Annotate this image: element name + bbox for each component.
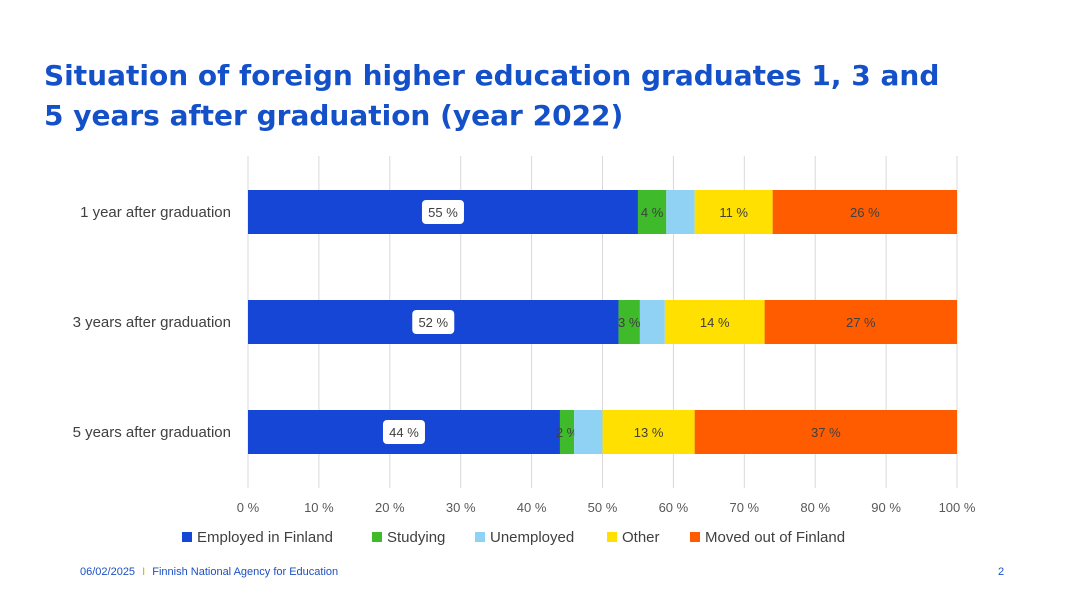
bar-segment bbox=[559, 410, 575, 454]
x-tick-label: 40 % bbox=[517, 500, 547, 515]
data-label: 52 % bbox=[418, 315, 448, 330]
x-tick-label: 90 % bbox=[871, 500, 901, 515]
slide-title: Situation of foreign higher education gr… bbox=[44, 59, 940, 132]
stacked-bar-chart: 0 % 10 % 20 % 30 % 40 % 50 % 60 % 70 % 80 % 90 % 1… bbox=[73, 156, 976, 546]
category-label: 1 year after graduation bbox=[80, 204, 231, 221]
data-label: 44 % bbox=[389, 425, 419, 440]
x-tick-label: 70 % bbox=[729, 500, 759, 515]
footer-date: 06/02/2025 bbox=[80, 566, 136, 578]
bar-segment bbox=[694, 410, 957, 454]
x-tick-label: 60 % bbox=[659, 500, 689, 515]
legend-label: Unemployed bbox=[490, 529, 574, 546]
legend-swatch bbox=[182, 532, 192, 542]
footer-separator: I bbox=[142, 566, 146, 578]
bar-segment bbox=[639, 300, 665, 344]
data-label-box bbox=[382, 420, 425, 444]
data-label: 37 % bbox=[811, 425, 841, 440]
bar-segment bbox=[772, 190, 957, 234]
x-tick-label: 80 % bbox=[800, 500, 830, 515]
bar-segment bbox=[602, 410, 695, 454]
bar-segment bbox=[694, 190, 773, 234]
data-label: 26 % bbox=[850, 205, 880, 220]
legend-label: Studying bbox=[387, 529, 445, 546]
x-tick-label: 0 % bbox=[237, 500, 260, 515]
legend-swatch bbox=[475, 532, 485, 542]
category-label: 5 years after graduation bbox=[73, 424, 231, 441]
x-tick-label: 30 % bbox=[446, 500, 476, 515]
data-label: 11 % bbox=[719, 205, 748, 220]
legend-swatch bbox=[690, 532, 700, 542]
x-tick-label: 10 % bbox=[304, 500, 334, 515]
legend-swatch bbox=[372, 532, 382, 542]
bar-segment bbox=[637, 190, 667, 234]
data-label-box bbox=[421, 200, 464, 224]
footer: 06/02/2025 I Finnish National Agency for… bbox=[80, 566, 338, 578]
legend-label: Employed in Finland bbox=[197, 529, 333, 546]
data-label: 2 % bbox=[556, 425, 579, 440]
x-tick-label: 20 % bbox=[375, 500, 405, 515]
data-label: 27 % bbox=[846, 315, 876, 330]
bar-segment bbox=[764, 300, 957, 344]
data-label-box bbox=[412, 310, 455, 334]
footer-organization: Finnish National Agency for Education bbox=[152, 566, 339, 578]
legend-label: Other bbox=[622, 529, 660, 546]
data-label: 3 % bbox=[618, 315, 641, 330]
bar-segment bbox=[574, 410, 603, 454]
legend-label: Moved out of Finland bbox=[705, 529, 845, 546]
bar-segment bbox=[666, 190, 695, 234]
bar-segment bbox=[618, 300, 640, 344]
bar-segment bbox=[664, 300, 765, 344]
x-tick-label: 50 % bbox=[588, 500, 618, 515]
data-label: 14 % bbox=[700, 315, 730, 330]
page-number: 2 bbox=[998, 566, 1005, 578]
category-label: 3 years after graduation bbox=[73, 314, 231, 331]
x-tick-label: 100 % bbox=[939, 500, 976, 515]
data-label: 13 % bbox=[634, 425, 664, 440]
legend-swatch bbox=[607, 532, 617, 542]
data-label: 4 % bbox=[641, 205, 664, 220]
data-label: 55 % bbox=[428, 205, 458, 220]
